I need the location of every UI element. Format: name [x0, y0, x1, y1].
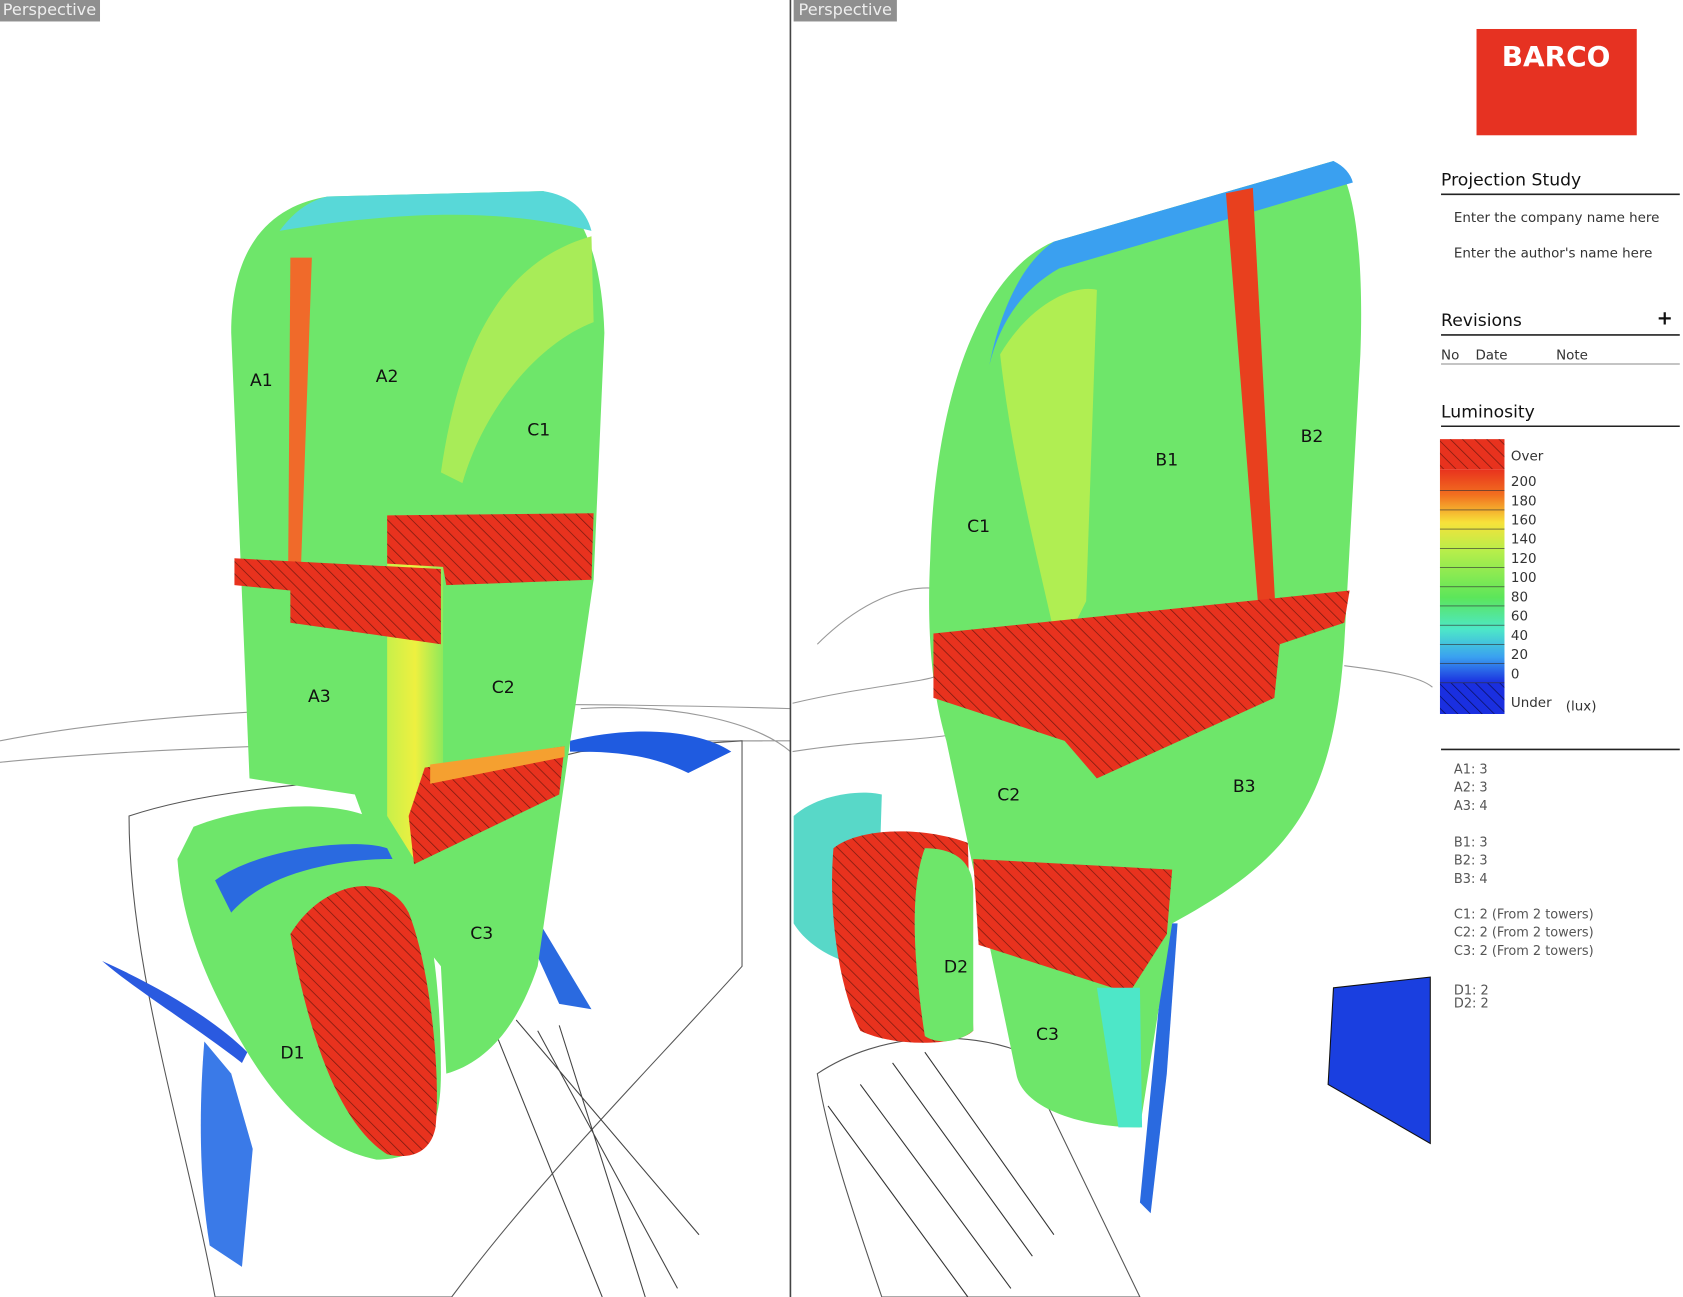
color-scale	[1439, 469, 1505, 683]
legend-tick-label: 60	[1511, 610, 1528, 625]
zone-label: C3	[1036, 1025, 1059, 1045]
over-band	[387, 513, 594, 586]
zone-label: C3	[470, 924, 493, 944]
blue-surface	[200, 1041, 253, 1267]
author-field[interactable]: Enter the author's name here	[1454, 246, 1653, 261]
tower-strip	[288, 257, 312, 564]
zone-label: C1	[527, 421, 550, 441]
note-line: B3: 4	[1454, 872, 1488, 887]
tower-edge	[1096, 987, 1143, 1128]
tower-d	[914, 848, 974, 1042]
over-band	[973, 858, 1173, 994]
plaza	[816, 1037, 1141, 1297]
blue-surface	[1327, 976, 1431, 1145]
over-swatch	[1439, 439, 1505, 470]
legend-unit: (lux)	[1566, 699, 1597, 714]
tower-edge	[989, 161, 1353, 366]
note-line: C3: 2 (From 2 towers)	[1454, 944, 1594, 959]
zone-label: A2	[376, 367, 399, 387]
column-header: Note	[1556, 348, 1588, 363]
legend-label: Under	[1511, 696, 1552, 711]
zone-label: B3	[1233, 777, 1256, 797]
company-field[interactable]: Enter the company name here	[1454, 211, 1659, 226]
note-line: A2: 3	[1454, 781, 1488, 796]
note-line: D1: 2	[1454, 984, 1489, 999]
legend-tick-label: 0	[1511, 667, 1520, 682]
tower-face	[440, 236, 594, 484]
legend-tick-label: 160	[1511, 514, 1537, 529]
luminosity-title: Luminosity	[1441, 402, 1535, 422]
over-zone	[290, 886, 437, 1157]
zone-label: C2	[997, 786, 1020, 806]
column-header: No	[1441, 348, 1459, 363]
blue-surface	[1139, 923, 1178, 1214]
note-line: B2: 3	[1454, 854, 1488, 869]
legend-tick-label: 100	[1511, 571, 1537, 586]
note-line: C2: 2 (From 2 towers)	[1454, 926, 1594, 941]
zone-label: D1	[280, 1043, 304, 1063]
panel-title: Projection Study	[1441, 170, 1581, 190]
zone-label: C1	[967, 517, 990, 537]
add-revision[interactable]: +	[1657, 306, 1673, 329]
logo: BARCO	[1502, 40, 1611, 73]
revisions-title: Revisions	[1441, 311, 1522, 331]
viewport-label: Perspective	[3, 0, 96, 19]
side-panel: BARCO Projection Study Enter the company…	[1439, 28, 1680, 751]
under-swatch	[1439, 682, 1505, 714]
blue-surface	[215, 844, 393, 913]
right-viewport[interactable]: Perspective	[792, 0, 1433, 1297]
note-line: A1: 3	[1454, 762, 1488, 777]
zone-label: A1	[250, 371, 273, 391]
legend-tick-label: 180	[1511, 494, 1537, 509]
left-viewport[interactable]: Perspective	[0, 0, 791, 1297]
column-header: Date	[1475, 348, 1507, 363]
legend-tick-label: 200	[1511, 475, 1537, 490]
zone-label: D2	[944, 957, 968, 977]
legend-tick-label: 120	[1511, 552, 1537, 567]
legend-tick-label: 20	[1511, 648, 1528, 663]
zone-label: B1	[1155, 451, 1178, 471]
blue-surface	[569, 731, 732, 774]
legend-label: Over	[1511, 449, 1544, 464]
legend-tick-label: 80	[1511, 590, 1528, 605]
zone-label: C2	[492, 678, 515, 698]
blue-surface	[102, 960, 248, 1063]
legend-tick-label: 140	[1511, 533, 1537, 548]
band-edge	[430, 746, 565, 784]
legend-tick-label: 40	[1511, 629, 1528, 644]
viewport-tab[interactable]	[0, 0, 101, 22]
ground-outline	[792, 587, 1433, 753]
tower-strip	[1225, 187, 1277, 634]
structure-lines	[827, 1051, 1055, 1297]
zone-label: A3	[308, 687, 331, 707]
zone-label: B2	[1301, 427, 1324, 447]
over-band	[933, 590, 1350, 779]
over-band	[234, 558, 441, 645]
note-line: D2: 2	[1454, 996, 1489, 1011]
note-line: C1: 2 (From 2 towers)	[1454, 907, 1594, 922]
tower-edge	[279, 191, 592, 231]
note-line: B1: 3	[1454, 835, 1488, 850]
structure-lines	[494, 1019, 700, 1297]
tower-face	[1000, 288, 1097, 655]
logo-box	[1476, 28, 1637, 136]
viewport-label: Perspective	[799, 0, 892, 19]
note-line: A3: 4	[1454, 799, 1488, 814]
viewport-tab[interactable]	[793, 0, 897, 22]
